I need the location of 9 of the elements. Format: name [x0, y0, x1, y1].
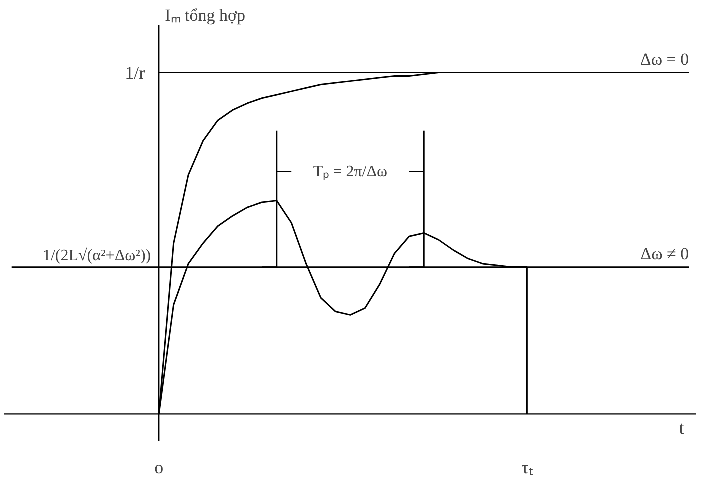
annotation: Tₚ = 2π/Δω — [313, 163, 388, 180]
annotation: 1/r — [125, 62, 146, 83]
series-label: Δω ≠ 0 — [640, 244, 690, 264]
x-tick-label: o — [154, 458, 164, 478]
y-axis-title: Iₘ tổng hợp — [165, 6, 246, 25]
series-label: Δω = 0 — [640, 50, 690, 69]
annotation: 1/(2L√(α²+Δω²)) — [42, 247, 152, 264]
x-tick-label: τₜ — [522, 458, 533, 478]
x-axis-title: t — [679, 418, 684, 438]
